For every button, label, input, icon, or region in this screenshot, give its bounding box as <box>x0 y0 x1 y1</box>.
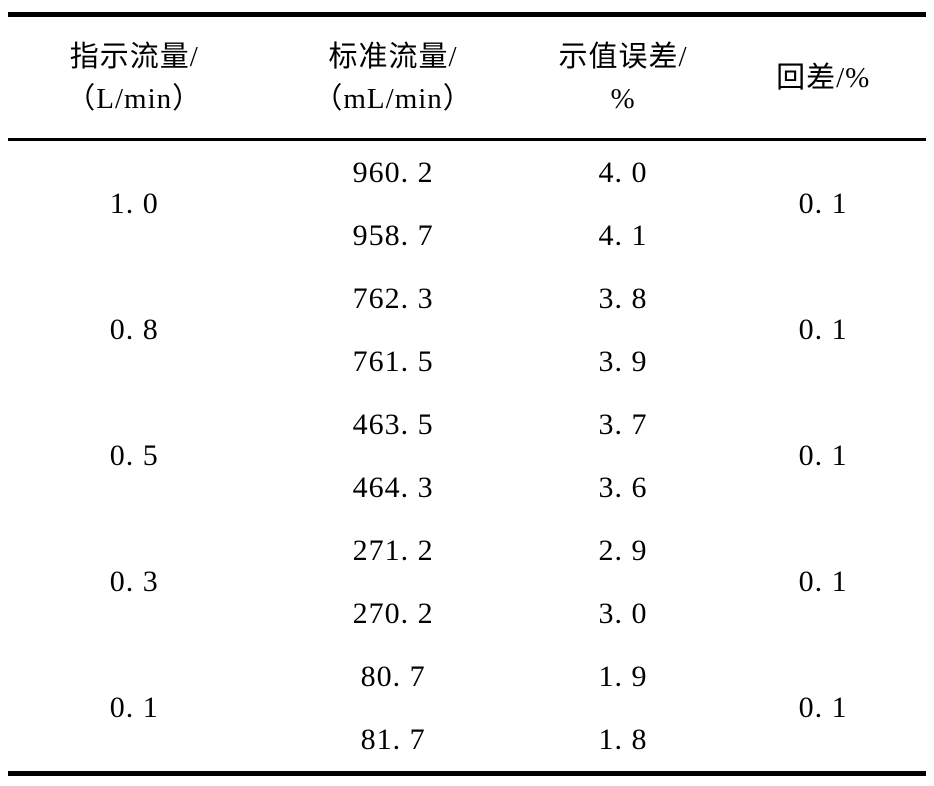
standard-flow-value: 81. 7 <box>360 722 426 756</box>
table-row: 0. 1 80. 7 1. 9 0. 1 <box>8 645 926 725</box>
table-row: 0. 8 762. 3 3. 8 0. 1 <box>8 267 926 347</box>
indication-error-value: 3. 6 <box>598 470 648 504</box>
standard-flow-value: 80. 7 <box>360 659 426 693</box>
standard-flow-value: 464. 3 <box>352 470 434 504</box>
standard-flow-value: 270. 2 <box>352 596 434 630</box>
indication-error-value: 3. 8 <box>598 281 648 315</box>
header-row: 指示流量/ （L/min） 标准流量/ （mL/min） 示值误差/ % 回差/… <box>8 14 926 141</box>
indication-error-value: 3. 7 <box>598 407 648 441</box>
hysteresis-value: 0. 1 <box>798 187 848 220</box>
table-row: 0. 5 463. 5 3. 7 0. 1 <box>8 393 926 473</box>
flow-calibration-table: 指示流量/ （L/min） 标准流量/ （mL/min） 示值误差/ % 回差/… <box>8 12 926 776</box>
header-standard-flow: 标准流量/ （mL/min） <box>260 14 526 141</box>
table-header: 指示流量/ （L/min） 标准流量/ （mL/min） 示值误差/ % 回差/… <box>8 14 926 141</box>
header-line: 标准流量/ <box>328 40 458 73</box>
table-row: 464. 3 3. 6 <box>8 456 926 519</box>
indication-error-value: 1. 9 <box>598 659 648 693</box>
hysteresis-value: 0. 1 <box>798 439 848 472</box>
table-row: 1. 0 960. 2 4. 0 0. 1 <box>8 140 926 221</box>
table-row: 81. 7 1. 8 <box>8 708 926 774</box>
header-indication-error: 示值误差/ % <box>525 14 721 141</box>
header-line: （mL/min） <box>313 82 473 115</box>
standard-flow-value: 463. 5 <box>352 407 434 441</box>
header-indicated-flow: 指示流量/ （L/min） <box>8 14 261 141</box>
hysteresis-value: 0. 1 <box>798 313 848 346</box>
standard-flow-value: 271. 2 <box>352 533 434 567</box>
table-row: 958. 7 4. 1 <box>8 204 926 267</box>
header-line: 指示流量/ <box>69 40 199 73</box>
header-line: （L/min） <box>66 82 203 115</box>
indication-error-value: 2. 9 <box>598 533 648 567</box>
indication-error-value: 4. 1 <box>598 218 648 252</box>
header-line: 示值误差/ <box>558 40 688 73</box>
indicated-flow-value: 0. 1 <box>109 691 159 724</box>
hysteresis-value: 0. 1 <box>798 691 848 724</box>
indication-error-value: 3. 9 <box>598 344 648 378</box>
indication-error-value: 3. 0 <box>598 596 648 630</box>
indicated-flow-value: 0. 8 <box>109 313 159 346</box>
standard-flow-value: 958. 7 <box>352 218 434 252</box>
indication-error-value: 4. 0 <box>598 155 648 189</box>
standard-flow-value: 960. 2 <box>352 155 434 189</box>
standard-flow-value: 761. 5 <box>352 344 434 378</box>
table-row: 761. 5 3. 9 <box>8 330 926 393</box>
table-row: 0. 3 271. 2 2. 9 0. 1 <box>8 519 926 599</box>
table-body: 1. 0 960. 2 4. 0 0. 1 958. 7 4. 1 0. 8 7… <box>8 140 926 774</box>
table-row: 270. 2 3. 0 <box>8 582 926 645</box>
indicated-flow-value: 0. 5 <box>109 439 159 472</box>
standard-flow-value: 762. 3 <box>352 281 434 315</box>
indicated-flow-value: 1. 0 <box>109 187 159 220</box>
header-hysteresis: 回差/% <box>720 14 926 141</box>
header-line: 回差/% <box>776 61 871 94</box>
indication-error-value: 1. 8 <box>598 722 648 756</box>
indicated-flow-value: 0. 3 <box>109 565 159 598</box>
header-line: % <box>610 82 636 115</box>
hysteresis-value: 0. 1 <box>798 565 848 598</box>
